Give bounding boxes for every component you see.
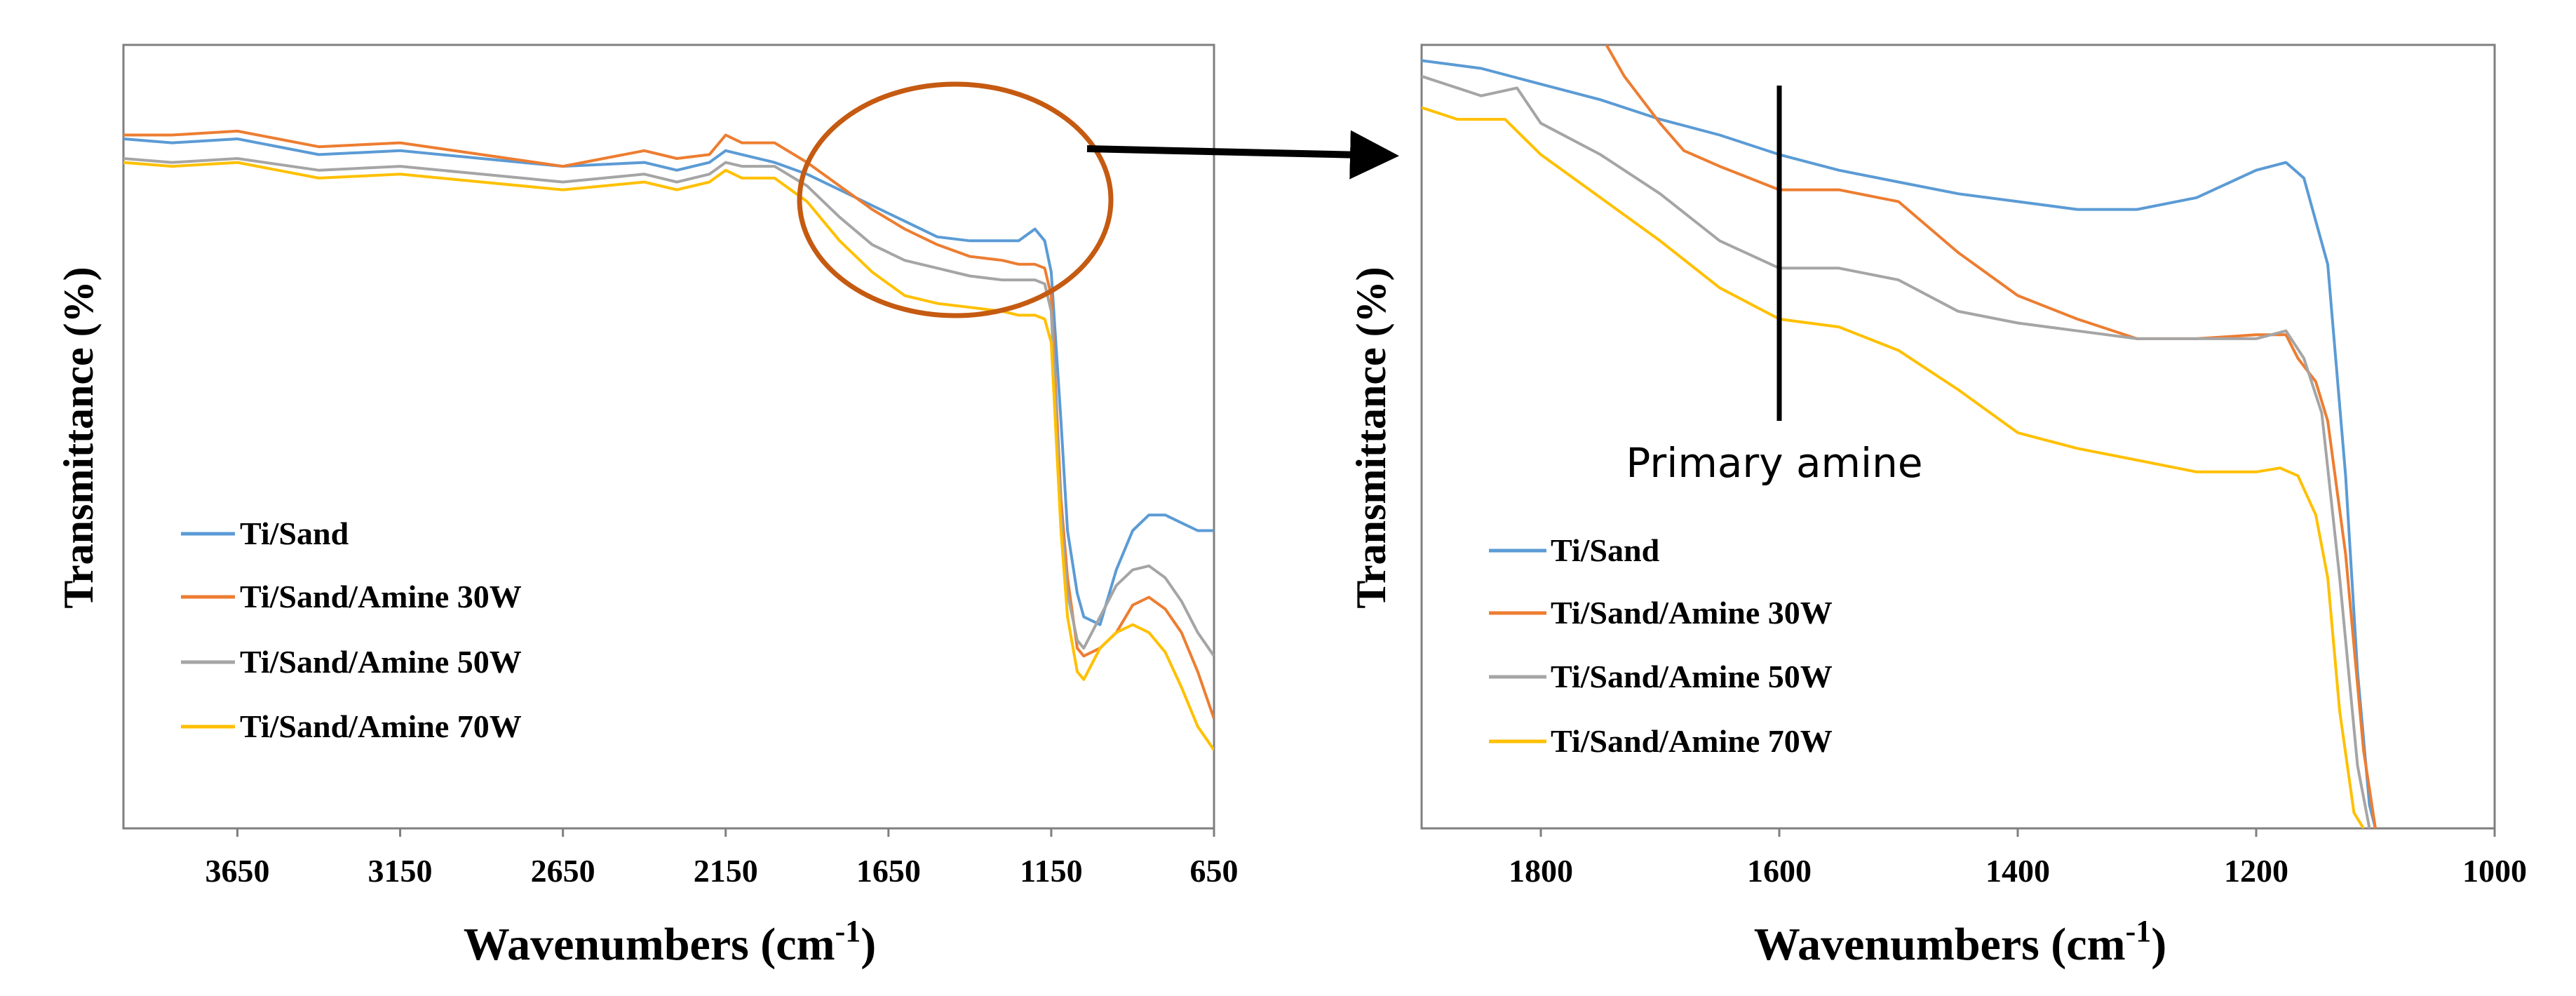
right-series-ti-sand-amine-30w — [1605, 45, 2377, 828]
x-title-close: ) — [861, 919, 876, 970]
legend-label: Ti/Sand/Amine 50W — [240, 644, 522, 680]
right-x-tick-label: 1800 — [1509, 853, 1573, 889]
left-chart: 3650 3150 2650 2150 1650 1150 650 Ti/Sand Ti/S… — [55, 43, 1399, 970]
x-title-superscript: -1 — [2126, 914, 2152, 948]
left-x-tick-label: 1650 — [856, 853, 921, 889]
right-x-tick-label: 1200 — [2224, 853, 2288, 889]
left-x-axis-title: Wavenumbers (cm-1) — [464, 914, 876, 970]
left-x-ticks: 3650 3150 2650 2150 1650 1150 650 — [205, 828, 1239, 889]
legend-label: Ti/Sand/Amine 50W — [1551, 659, 1833, 694]
x-title-close: ) — [2151, 919, 2166, 970]
right-series-ti-sand-amine-50w — [1422, 74, 2371, 828]
right-series-lines — [1422, 45, 2377, 828]
right-x-tick-label: 1000 — [2462, 853, 2527, 889]
legend-entry-amine-50w: Ti/Sand/Amine 50W — [181, 644, 522, 680]
legend-entry-ti-sand: Ti/Sand — [1489, 532, 1660, 568]
left-x-tick-label: 3650 — [205, 853, 269, 889]
legend-label: Ti/Sand — [240, 516, 349, 551]
right-legend: Ti/Sand Ti/Sand/Amine 30W Ti/Sand/Amine … — [1489, 532, 1833, 759]
left-series-ti-sand-amine-70w — [123, 161, 1214, 751]
legend-label: Ti/Sand/Amine 70W — [1551, 723, 1833, 759]
legend-entry-amine-30w: Ti/Sand/Amine 30W — [1489, 595, 1833, 631]
left-legend: Ti/Sand Ti/Sand/Amine 30W Ti/Sand/Amine … — [181, 516, 522, 744]
legend-label: Ti/Sand/Amine 30W — [1551, 595, 1833, 631]
left-y-axis-title: Transmittance (%) — [55, 267, 102, 608]
x-title-main: Wavenumbers (cm — [1754, 919, 2126, 970]
legend-entry-amine-30w: Ti/Sand/Amine 30W — [181, 579, 522, 614]
left-x-tick-label: 2150 — [694, 853, 758, 889]
left-x-tick-label: 1150 — [1020, 853, 1082, 889]
right-x-ticks: 1800 1600 1400 1200 1000 — [1509, 828, 2527, 889]
right-x-axis-title: Wavenumbers (cm-1) — [1754, 914, 2166, 970]
right-y-axis-title: Transmittance (%) — [1348, 267, 1394, 608]
right-series-ti-sand-amine-70w — [1422, 106, 2365, 828]
right-series-ti-sand — [1422, 59, 2377, 828]
primary-amine-label: Primary amine — [1626, 439, 1922, 487]
legend-entry-amine-70w: Ti/Sand/Amine 70W — [181, 708, 522, 744]
legend-label: Ti/Sand — [1551, 532, 1660, 568]
zoom-arrow — [1086, 130, 1399, 180]
right-x-tick-label: 1400 — [1985, 853, 2050, 889]
legend-entry-amine-50w: Ti/Sand/Amine 50W — [1489, 659, 1833, 694]
right-x-tick-label: 1600 — [1747, 853, 1812, 889]
zoom-region-circle — [797, 81, 1114, 318]
right-chart: 1800 1600 1400 1200 1000 Primary amine Ti/Sa… — [1348, 43, 2527, 970]
right-plot-frame — [1420, 43, 2496, 830]
left-series-ti-sand-amine-50w — [123, 157, 1214, 657]
x-title-superscript: -1 — [835, 914, 861, 948]
left-x-tick-label: 3150 — [368, 853, 433, 889]
left-x-tick-label: 650 — [1190, 853, 1239, 889]
legend-entry-ti-sand: Ti/Sand — [181, 516, 349, 551]
left-series-ti-sand-amine-30w — [123, 129, 1214, 720]
x-title-main: Wavenumbers (cm — [464, 919, 835, 970]
legend-entry-amine-70w: Ti/Sand/Amine 70W — [1489, 723, 1833, 759]
legend-label: Ti/Sand/Amine 70W — [240, 708, 522, 744]
left-x-tick-label: 2650 — [531, 853, 595, 889]
left-series-lines — [123, 129, 1214, 751]
legend-label: Ti/Sand/Amine 30W — [240, 579, 522, 614]
